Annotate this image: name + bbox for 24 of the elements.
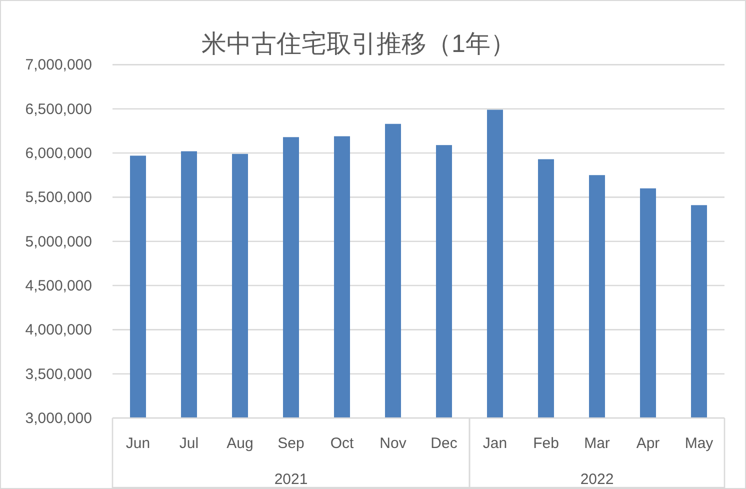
x-tick-label: Jul: [179, 435, 199, 452]
y-tick-label: 4,500,000: [25, 278, 92, 295]
y-tick-label: 5,000,000: [25, 233, 92, 250]
x-tick-label: Nov: [380, 435, 407, 452]
x-tick-label: Oct: [330, 435, 354, 452]
y-tick-label: 5,500,000: [25, 189, 92, 206]
x-tick-label: Jan: [482, 435, 508, 452]
y-tick-label: 6,000,000: [25, 145, 92, 162]
y-tick-label: 4,000,000: [25, 322, 92, 339]
text: 2022: [580, 471, 614, 488]
x-tick-label: Sep: [278, 435, 304, 452]
x-tick-label: Dec: [430, 435, 458, 452]
x-tick-label: Feb: [533, 435, 559, 452]
y-tick-label: 6,500,000: [25, 100, 92, 118]
y-tick-label: 7,000,000: [25, 56, 92, 74]
x-tick-label: May: [684, 435, 714, 452]
x-tick-label: Jun: [126, 435, 150, 452]
y-tick-label: 3,500,000: [25, 366, 92, 383]
x-tick-label: Aug: [226, 435, 254, 452]
title: 米中古住宅取引推移（1年）: [202, 30, 516, 58]
y-tick-label: 3,000,000: [25, 410, 92, 427]
x-tick-label: Mar: [584, 435, 610, 452]
text: 2021: [274, 471, 308, 488]
x-tick-label: Apr: [636, 435, 660, 452]
